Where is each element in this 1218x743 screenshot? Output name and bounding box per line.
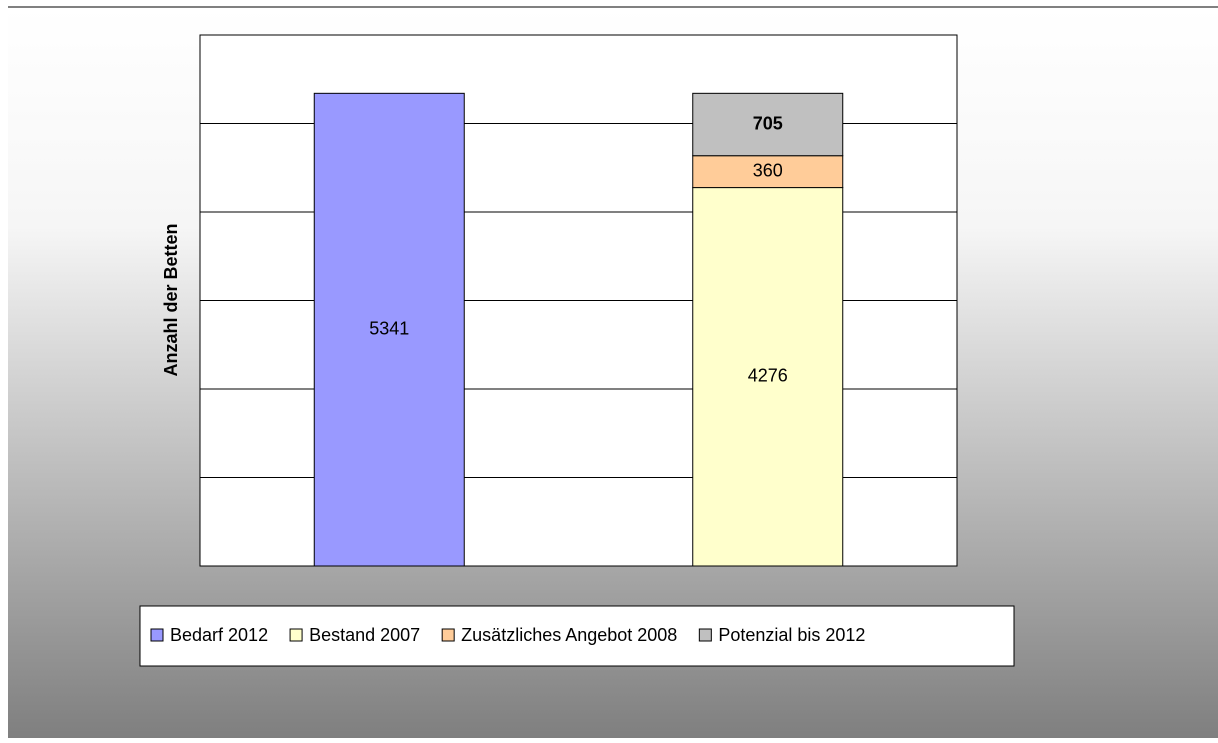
legend-label: Bestand 2007 <box>309 625 420 645</box>
legend-label: Potenzial bis 2012 <box>718 625 865 645</box>
bar-segment <box>692 92 844 157</box>
legend-label: Bedarf 2012 <box>170 625 268 645</box>
legend-swatch <box>289 628 303 642</box>
legend-swatch <box>441 628 455 642</box>
data-label: 705 <box>753 113 783 133</box>
data-label: 4276 <box>748 366 788 386</box>
bar-segment <box>692 155 844 189</box>
plot-border <box>199 34 958 567</box>
bar-segment <box>692 187 844 567</box>
y-axis-title: Anzahl der Betten <box>161 223 181 376</box>
data-label: 5341 <box>369 318 409 338</box>
data-label: 360 <box>753 160 783 180</box>
bar-segment <box>313 92 465 567</box>
legend-swatch <box>150 628 164 642</box>
legend <box>139 605 1015 667</box>
legend-label: Zusätzliches Angebot 2008 <box>461 625 677 645</box>
legend-swatch <box>698 628 712 642</box>
